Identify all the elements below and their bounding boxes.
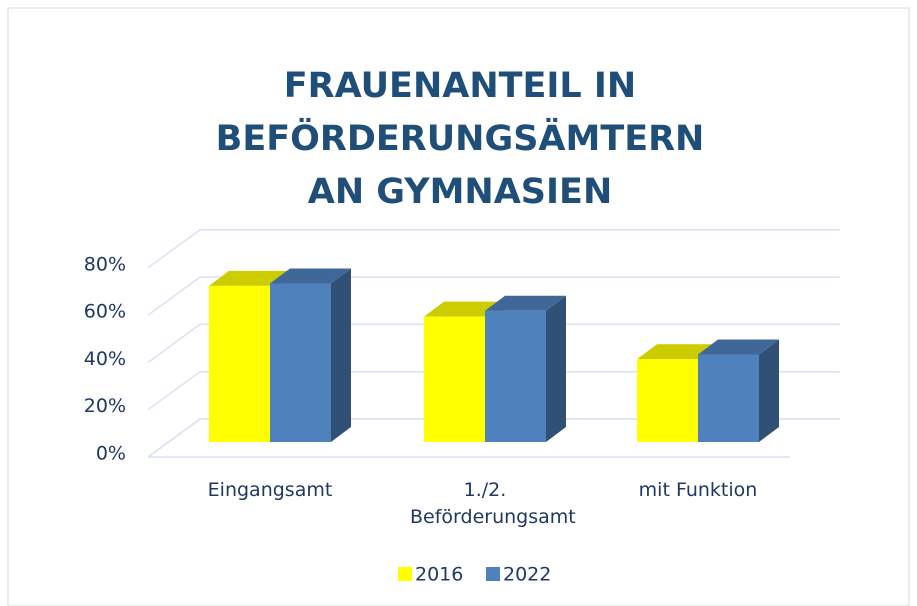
bar-top — [424, 301, 505, 317]
bar-top — [637, 344, 718, 360]
bar-top — [485, 295, 566, 311]
bar — [698, 354, 759, 442]
bar-side — [546, 295, 566, 442]
y-tick-label: 80% — [84, 253, 126, 275]
x-tick-label: 1./2. Beförderungsamt — [410, 479, 576, 528]
grid-line — [147, 370, 840, 411]
chart-border — [7, 7, 910, 606]
bar-top — [209, 270, 290, 286]
bar — [209, 285, 270, 442]
legend-label: 2022 — [503, 564, 551, 586]
bar-top — [270, 268, 351, 284]
y-tick-label: 60% — [84, 301, 126, 323]
legend-swatch — [486, 567, 500, 581]
grid-line — [147, 276, 840, 316]
bar-top — [698, 339, 779, 355]
bar-side — [759, 339, 779, 442]
grid-line — [147, 323, 840, 364]
legend-swatch — [398, 567, 412, 581]
y-tick-label: 20% — [84, 395, 126, 417]
bar — [637, 359, 698, 442]
x-tick-label: mit Funktion — [638, 479, 758, 501]
x-tick-label: Eingangsamt — [207, 479, 333, 501]
legend-label: 2016 — [415, 564, 463, 586]
y-tick-label: 0% — [96, 443, 126, 465]
y-tick-label: 40% — [84, 348, 126, 370]
chart-title: FRAUENANTEIL IN BEFÖRDERUNGSÄMTERN AN GY… — [215, 66, 705, 212]
bar-side — [331, 268, 351, 442]
bar — [270, 283, 331, 442]
bar — [485, 310, 546, 442]
bar — [424, 316, 485, 442]
grid-line — [147, 229, 840, 269]
floor-line — [147, 418, 840, 458]
